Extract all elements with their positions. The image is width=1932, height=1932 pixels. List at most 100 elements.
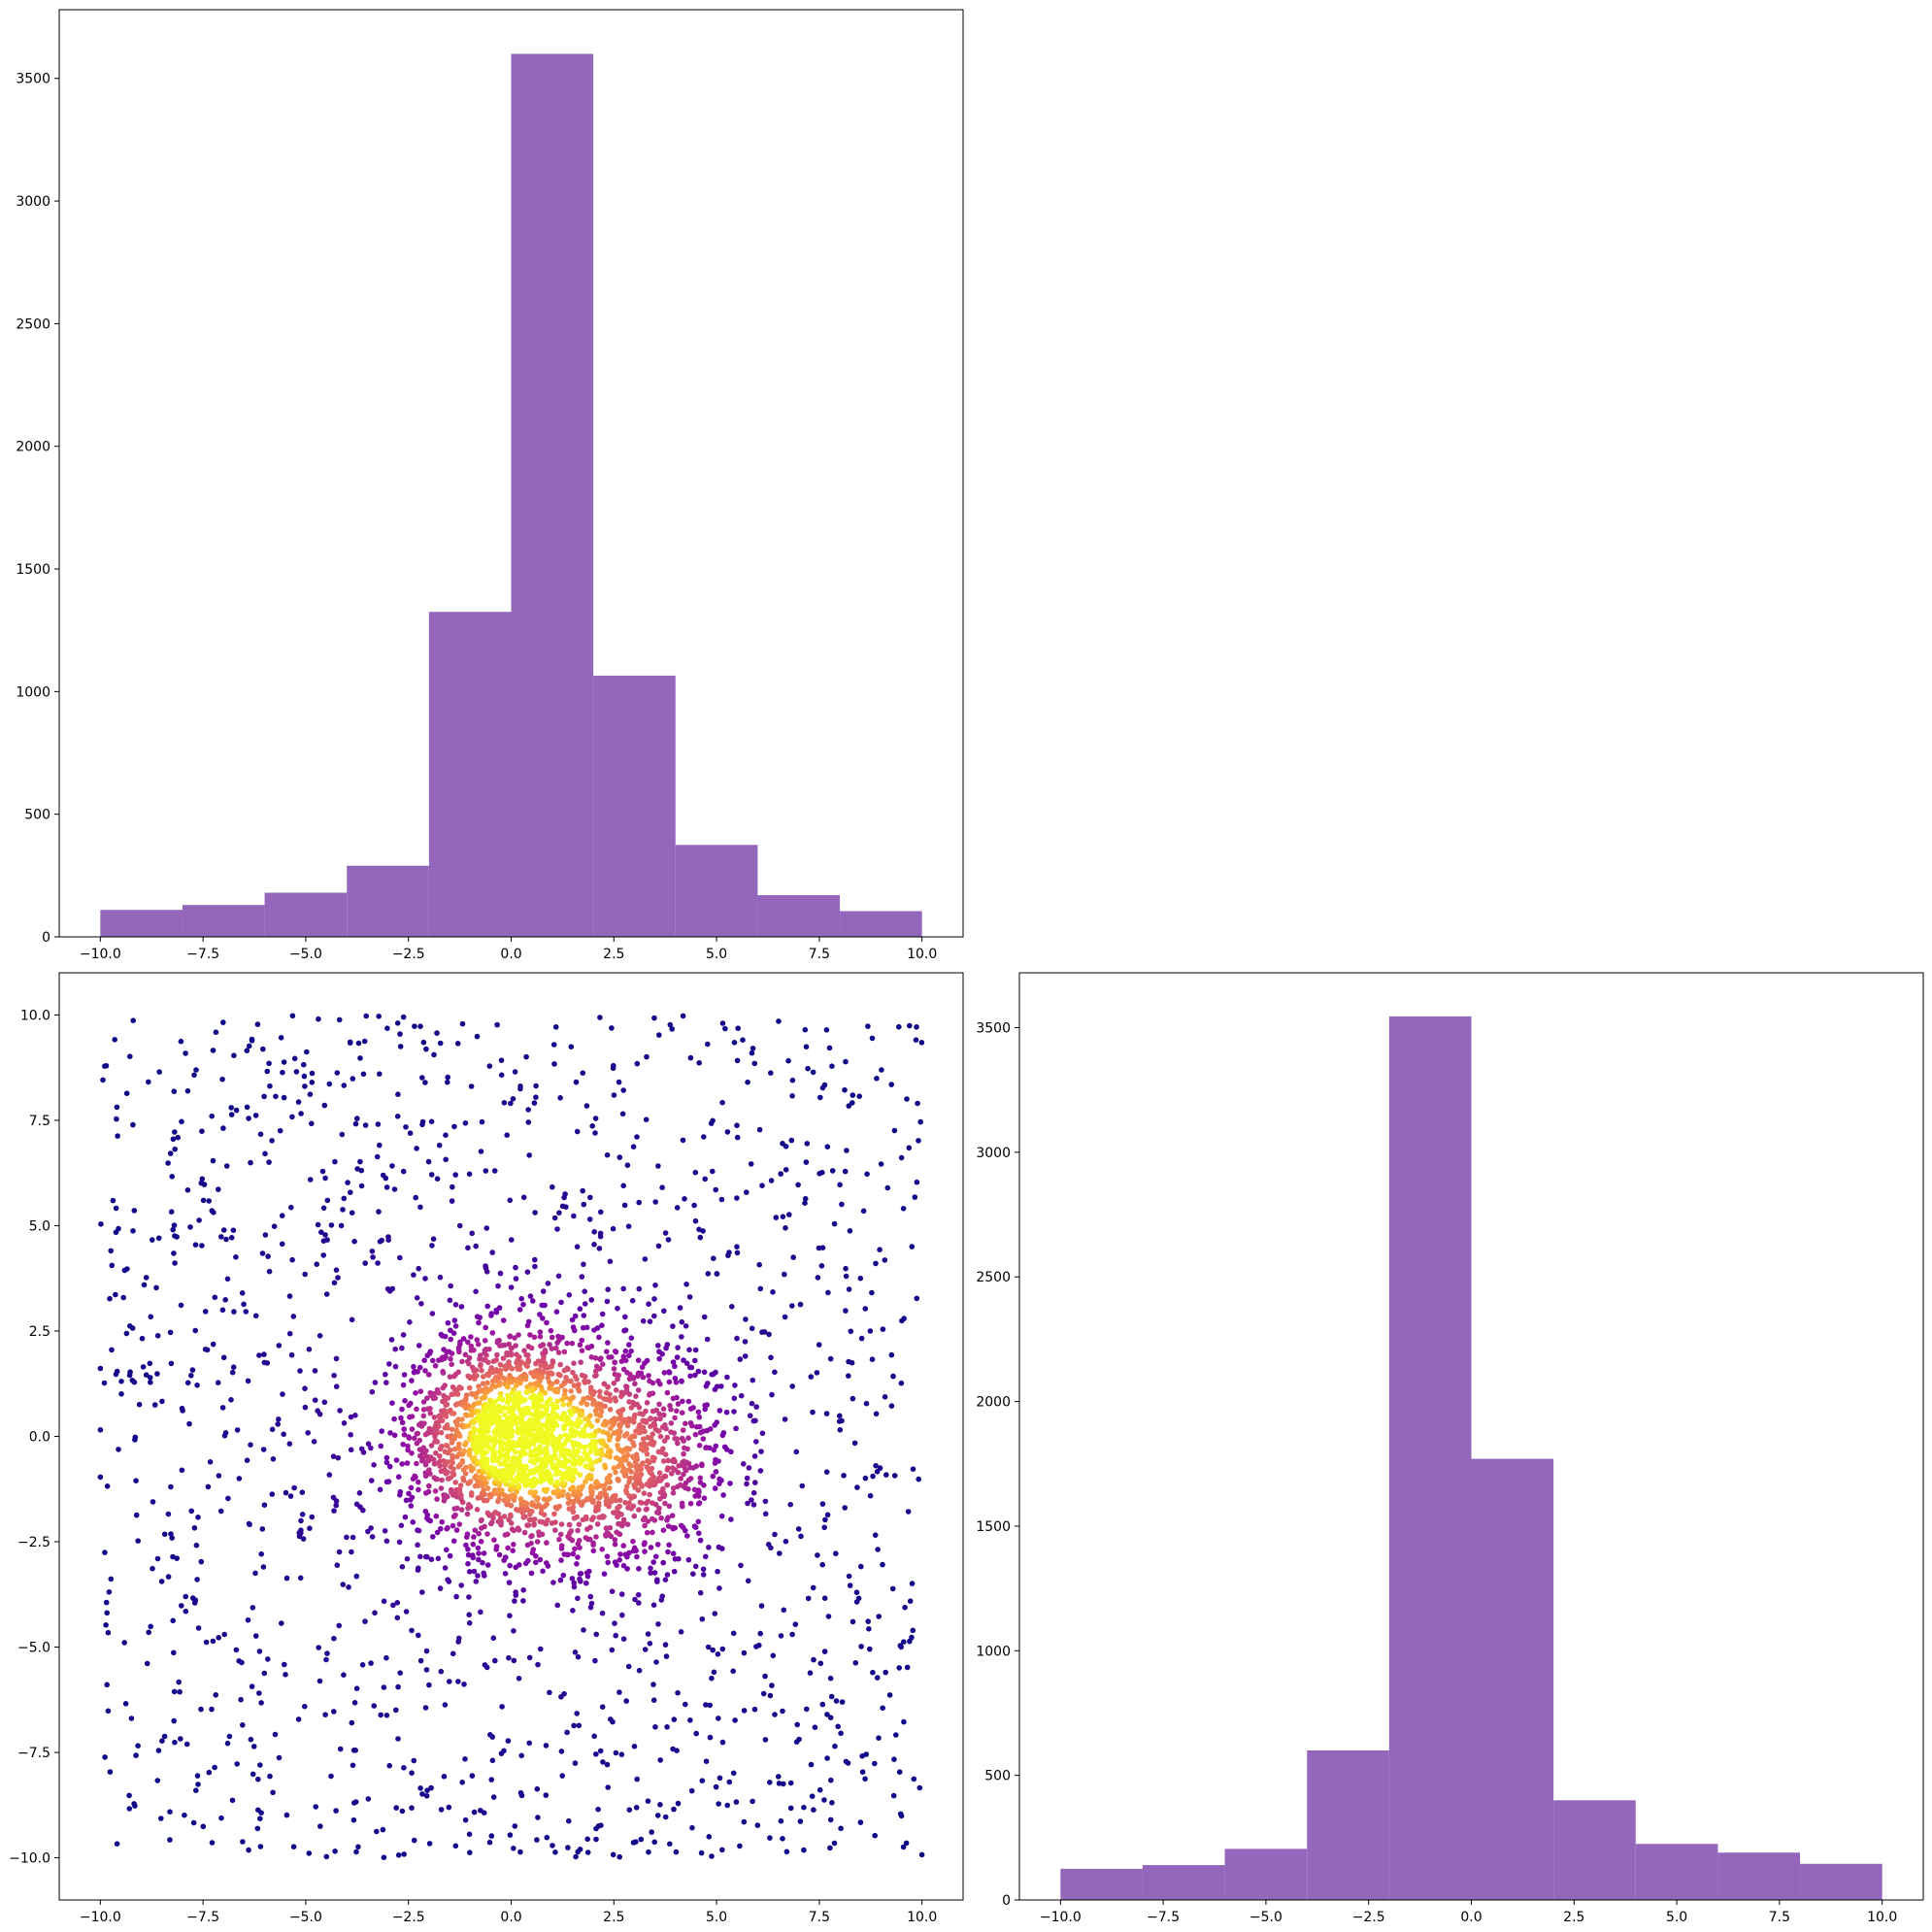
scatter-point — [129, 1325, 136, 1331]
scatter-point — [439, 1518, 446, 1525]
scatter-point — [679, 1435, 685, 1442]
scatter-point — [466, 1620, 473, 1626]
scatter-point — [827, 1845, 833, 1851]
scatter-point — [901, 1718, 907, 1725]
scatter-point — [452, 1323, 459, 1329]
scatter-point — [480, 1424, 486, 1431]
scatter-point — [462, 1351, 469, 1358]
scatter-point — [528, 1570, 535, 1577]
scatter-point — [265, 1656, 271, 1662]
scatter-point — [328, 1773, 334, 1780]
x-tick-label: 7.5 — [1769, 1910, 1790, 1925]
scatter-point — [591, 1327, 597, 1333]
scatter-point — [819, 1701, 826, 1708]
scatter-point — [777, 1550, 783, 1556]
scatter-point — [295, 1099, 302, 1105]
scatter-point — [552, 1527, 558, 1533]
scatter-point — [362, 1122, 369, 1128]
scatter-point — [141, 1282, 148, 1288]
scatter-point — [582, 1288, 587, 1294]
scatter-point — [692, 1563, 699, 1570]
scatter-point — [116, 1447, 121, 1452]
scatter-point — [552, 1388, 559, 1395]
scatter-point — [582, 1301, 588, 1307]
scatter-point — [633, 1805, 640, 1811]
scatter-point — [744, 1475, 750, 1482]
scatter-point — [336, 1016, 343, 1023]
scatter-point — [770, 1652, 777, 1659]
scatter-point — [531, 1374, 537, 1380]
scatter-point — [427, 1517, 434, 1524]
scatter-point — [231, 1052, 237, 1058]
scatter-point — [772, 1712, 778, 1717]
scatter-point — [652, 1282, 658, 1288]
scatter-point — [646, 1373, 651, 1379]
scatter-point — [576, 1388, 583, 1394]
scatter-point — [696, 1226, 702, 1233]
scatter-point — [192, 1327, 198, 1334]
scatter-point — [625, 1505, 631, 1511]
scatter-point — [597, 1366, 603, 1372]
x-tick-label: 10.0 — [907, 1910, 937, 1925]
scatter-point — [409, 1627, 415, 1634]
scatter-point — [531, 1521, 537, 1527]
scatter-point — [615, 1376, 620, 1382]
scatter-point — [471, 1568, 478, 1575]
scatter-point — [618, 1591, 625, 1597]
scatter-point — [831, 1220, 838, 1227]
scatter-point — [652, 1199, 658, 1205]
scatter-point — [692, 1431, 699, 1438]
scatter-point — [683, 1420, 688, 1427]
scatter-point — [863, 1400, 870, 1407]
scatter-point — [496, 1496, 502, 1503]
scatter-point — [699, 1778, 706, 1783]
scatter-point — [198, 1558, 205, 1565]
scatter-point — [224, 1276, 231, 1282]
x-tick-label: 0.0 — [1460, 1910, 1482, 1925]
scatter-point — [245, 1616, 251, 1623]
scatter-point — [695, 1518, 702, 1525]
scatter-point — [496, 1414, 502, 1420]
scatter-point — [816, 1171, 822, 1177]
scatter-point — [305, 1430, 312, 1436]
scatter-point — [642, 1540, 648, 1546]
scatter-point — [331, 1280, 338, 1286]
scatter-point — [490, 1794, 497, 1800]
scatter-point — [678, 1629, 684, 1635]
scatter-point — [228, 1105, 234, 1111]
scatter-point — [333, 1502, 340, 1509]
scatter-point — [578, 1430, 584, 1437]
scatter-point — [489, 1519, 495, 1525]
scatter-point — [872, 1760, 878, 1767]
scatter-point — [445, 1395, 451, 1401]
scatter-point — [172, 1739, 178, 1746]
scatter-point — [574, 1244, 581, 1249]
scatter-point — [592, 1368, 599, 1375]
scatter-point — [679, 1318, 685, 1325]
scatter-point — [799, 1482, 806, 1489]
scatter-point — [599, 1610, 606, 1616]
scatter-point — [696, 1530, 702, 1537]
scatter-point — [823, 1027, 830, 1033]
scatter-point — [633, 1393, 639, 1399]
scatter-point — [401, 1765, 407, 1771]
scatter-point — [476, 1530, 483, 1537]
scatter-point — [456, 1222, 463, 1229]
scatter-point — [556, 1503, 562, 1510]
scatter-point — [654, 1577, 660, 1582]
scatter-point — [426, 1372, 432, 1378]
scatter-point — [417, 1023, 423, 1029]
scatter-point — [252, 1570, 258, 1577]
scatter-point — [870, 1669, 876, 1676]
scatter-point — [267, 1773, 273, 1780]
scatter-point — [372, 1610, 378, 1616]
scatter-point — [647, 1378, 652, 1384]
scatter-point — [484, 1388, 491, 1394]
scatter-point — [700, 1572, 707, 1578]
scatter-point — [299, 1489, 306, 1495]
scatter-point — [381, 1684, 387, 1690]
scatter-point — [527, 1332, 533, 1338]
scatter-point — [470, 1465, 477, 1472]
scatter-point — [354, 1166, 360, 1172]
scatter-point — [326, 1081, 333, 1087]
